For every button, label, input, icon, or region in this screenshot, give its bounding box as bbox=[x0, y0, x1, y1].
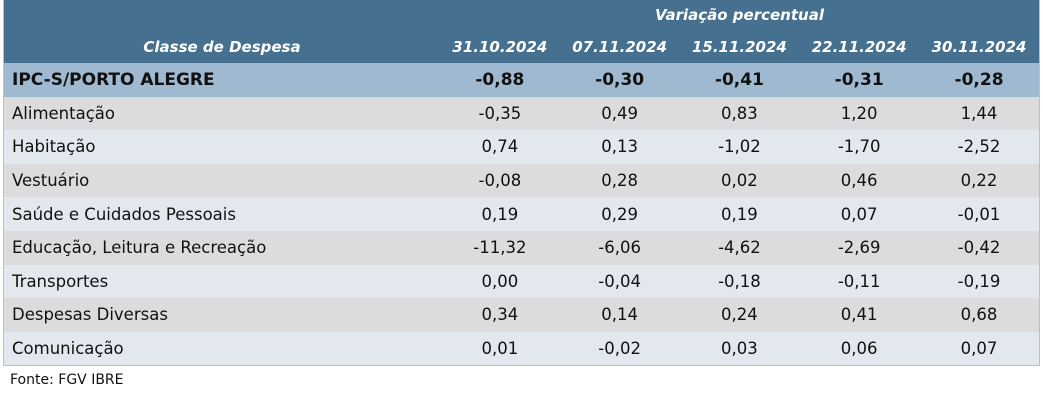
row-label: Transportes bbox=[3, 264, 440, 299]
value-cell: -0,19 bbox=[919, 264, 1040, 299]
value-cell: 0,83 bbox=[679, 96, 800, 131]
value-cell: -0,04 bbox=[559, 264, 680, 299]
value-cell: 0,29 bbox=[559, 197, 680, 231]
value-cell: -0,18 bbox=[679, 264, 800, 299]
table-row: Saúde e Cuidados Pessoais 0,19 0,29 0,19 0,0… bbox=[3, 197, 1040, 231]
value-cell: 0,07 bbox=[919, 331, 1040, 366]
value-cell: -0,02 bbox=[559, 331, 680, 366]
source-note: Fonte: FGV IBRE bbox=[10, 372, 124, 388]
value-cell: -6,06 bbox=[559, 230, 680, 265]
value-cell: -4,62 bbox=[679, 230, 800, 265]
table-row: Habitação 0,74 0,13 -1,02 -1,70 -2,52 bbox=[3, 130, 1040, 164]
value-cell: -0,35 bbox=[440, 96, 560, 131]
value-cell: 0,34 bbox=[440, 298, 560, 332]
value-cell: 1,44 bbox=[919, 96, 1040, 131]
value-cell: -0,42 bbox=[919, 230, 1040, 265]
value-cell: 0,46 bbox=[799, 163, 920, 198]
row-label: IPC-S/PORTO ALEGRE bbox=[3, 63, 440, 97]
value-cell: -0,11 bbox=[799, 264, 920, 299]
row-label: Despesas Diversas bbox=[3, 298, 440, 332]
value-cell: -11,32 bbox=[440, 230, 560, 265]
value-cell: -0,28 bbox=[919, 63, 1040, 97]
header-spacer bbox=[3, 0, 440, 30]
value-cell: -2,52 bbox=[919, 130, 1040, 164]
table-row: Alimentação -0,35 0,49 0,83 1,20 1,44 bbox=[3, 96, 1040, 131]
date-header: 22.11.2024 bbox=[799, 30, 920, 63]
value-cell: -0,01 bbox=[919, 197, 1040, 231]
table-row: Vestuário -0,08 0,28 0,02 0,46 0,22 bbox=[3, 163, 1040, 198]
row-label: Saúde e Cuidados Pessoais bbox=[3, 197, 440, 231]
value-cell: -0,41 bbox=[679, 63, 800, 97]
value-cell: 0,19 bbox=[440, 197, 560, 231]
value-cell: 1,20 bbox=[799, 96, 920, 131]
value-cell: 0,28 bbox=[559, 163, 680, 198]
date-header: 30.11.2024 bbox=[919, 30, 1040, 63]
value-cell: 0,19 bbox=[679, 197, 800, 231]
value-cell: 0,13 bbox=[559, 130, 680, 164]
value-cell: -0,30 bbox=[559, 63, 680, 97]
total-row: IPC-S/PORTO ALEGRE -0,88 -0,30 -0,41 -0,31 -0… bbox=[3, 63, 1040, 97]
value-cell: -1,70 bbox=[799, 130, 920, 164]
date-header: 31.10.2024 bbox=[440, 30, 560, 63]
value-cell: 0,24 bbox=[679, 298, 800, 332]
table-row: Educação, Leitura e Recreação -11,32 -6,06… bbox=[3, 230, 1040, 265]
value-cell: -2,69 bbox=[799, 230, 920, 265]
value-cell: 0,41 bbox=[799, 298, 920, 332]
value-cell: 0,68 bbox=[919, 298, 1040, 332]
table-row: Comunicação 0,01 -0,02 0,03 0,06 0,07 bbox=[3, 331, 1040, 366]
value-cell: 0,03 bbox=[679, 331, 800, 366]
value-cell: 0,01 bbox=[440, 331, 560, 366]
class-header: Classe de Despesa bbox=[3, 30, 440, 63]
group-header: Variação percentual bbox=[440, 0, 1040, 30]
value-cell: -0,08 bbox=[440, 163, 560, 198]
date-header: 07.11.2024 bbox=[559, 30, 680, 63]
value-cell: 0,02 bbox=[679, 163, 800, 198]
value-cell: 0,00 bbox=[440, 264, 560, 299]
table-row: Despesas Diversas 0,34 0,14 0,24 0,41 0,68 bbox=[3, 298, 1040, 332]
value-cell: -1,02 bbox=[679, 130, 800, 164]
value-cell: 0,49 bbox=[559, 96, 680, 131]
value-cell: 0,22 bbox=[919, 163, 1040, 198]
date-header: 15.11.2024 bbox=[679, 30, 800, 63]
ipc-table: Variação percentual Classe de Despesa 31… bbox=[3, 0, 1040, 367]
value-cell: -0,88 bbox=[440, 63, 560, 97]
value-cell: 0,06 bbox=[799, 331, 920, 366]
table-row: Transportes 0,00 -0,04 -0,18 -0,11 -0,19 bbox=[3, 264, 1040, 299]
value-cell: 0,14 bbox=[559, 298, 680, 332]
row-label: Alimentação bbox=[3, 96, 440, 131]
row-label: Comunicação bbox=[3, 331, 440, 366]
value-cell: 0,07 bbox=[799, 197, 920, 231]
value-cell: -0,31 bbox=[799, 63, 920, 97]
value-cell: 0,74 bbox=[440, 130, 560, 164]
row-label: Vestuário bbox=[3, 163, 440, 198]
row-label: Habitação bbox=[3, 130, 440, 164]
row-label: Educação, Leitura e Recreação bbox=[3, 230, 440, 265]
